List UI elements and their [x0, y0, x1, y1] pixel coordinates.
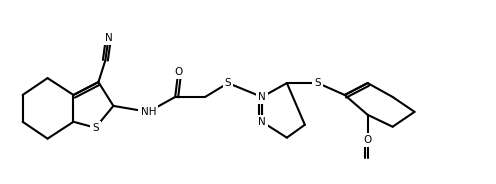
Text: S: S — [225, 78, 231, 88]
Text: O: O — [364, 135, 372, 145]
Text: N: N — [258, 92, 266, 102]
Text: S: S — [314, 78, 321, 88]
Text: S: S — [92, 123, 99, 133]
Text: NH: NH — [140, 107, 156, 117]
Text: N: N — [105, 33, 112, 43]
Text: N: N — [258, 117, 266, 127]
Text: O: O — [174, 67, 183, 77]
